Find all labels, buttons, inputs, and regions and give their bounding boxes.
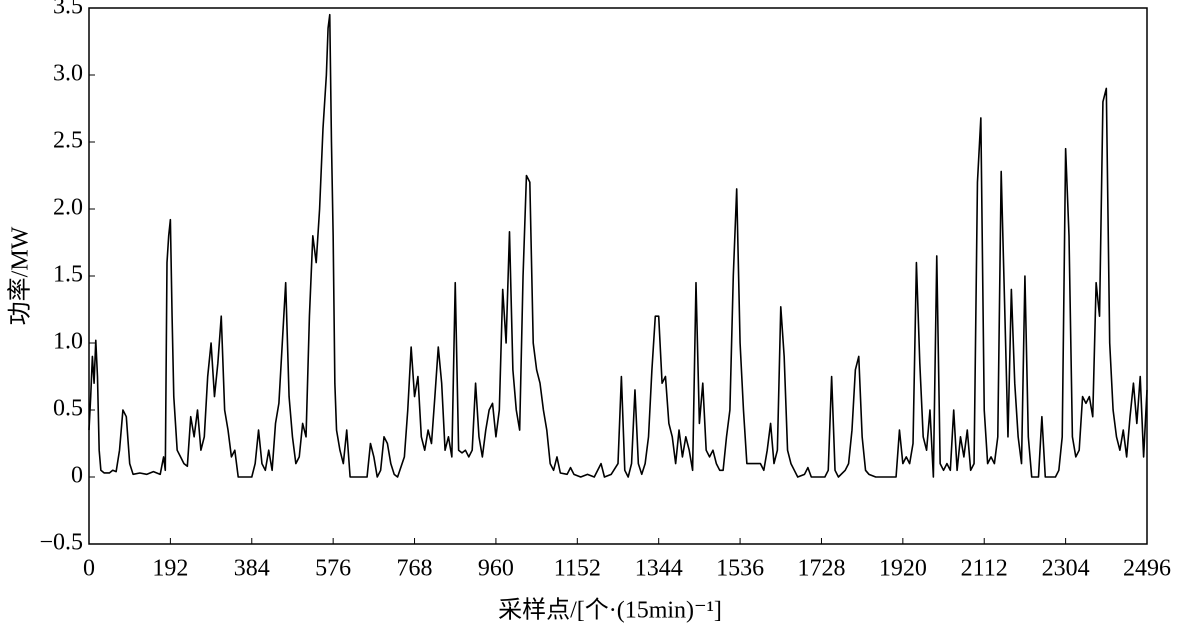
x-tick-label: 1344 [635,556,683,582]
x-tick-label: 192 [152,556,188,582]
y-tick-label: 1.0 [53,329,83,355]
x-tick-label: 0 [83,556,95,582]
x-tick-label: 384 [234,556,270,582]
x-tick-label: 576 [315,556,351,582]
x-tick-label: 2304 [1042,556,1090,582]
y-tick-label: 3.5 [53,0,83,20]
x-tick-label: 768 [397,556,433,582]
y-tick-label: 2.0 [53,195,83,221]
y-tick-label: −0.5 [39,530,83,556]
x-tick-label: 1536 [716,556,764,582]
x-tick-label: 2496 [1123,556,1171,582]
x-tick-label: 2112 [961,556,1008,582]
x-tick-label: 1152 [554,556,601,582]
x-axis-label: 采样点/[个·(15min)⁻¹] [498,597,722,624]
line-series [88,13,1148,478]
x-tick-label: 960 [478,556,514,582]
y-tick-label: 1.5 [53,262,83,288]
y-axis-label: 功率/MW [7,226,34,325]
y-tick-label: 0 [71,463,83,489]
y-tick-label: 0.5 [53,396,83,422]
x-tick-label: 1920 [879,556,927,582]
y-tick-label: 2.5 [53,128,83,154]
y-tick-label: 3.0 [53,61,83,87]
x-tick-label: 1728 [797,556,845,582]
